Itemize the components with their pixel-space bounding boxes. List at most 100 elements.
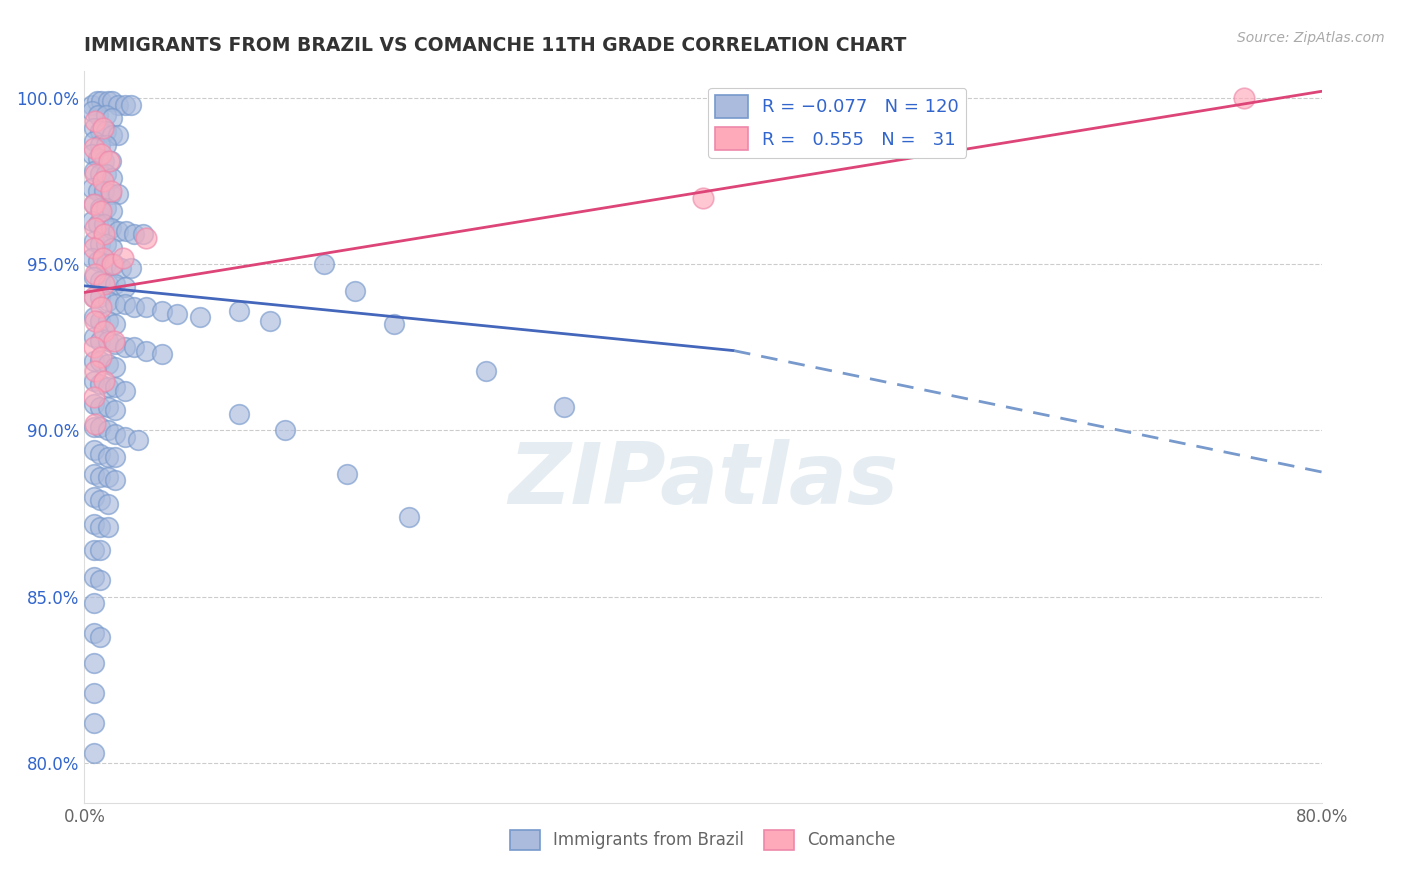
Point bbox=[89, 376, 111, 391]
Point bbox=[114, 430, 136, 444]
Point bbox=[82, 214, 104, 228]
Point bbox=[83, 746, 105, 760]
Point bbox=[114, 280, 136, 294]
Point bbox=[93, 277, 115, 292]
Point bbox=[83, 420, 105, 434]
Point bbox=[101, 111, 124, 125]
Point bbox=[94, 124, 117, 138]
Point bbox=[82, 97, 104, 112]
Point bbox=[83, 164, 105, 178]
Point bbox=[150, 347, 173, 361]
Point bbox=[89, 630, 111, 644]
Point bbox=[135, 230, 157, 244]
Point bbox=[96, 520, 118, 534]
Point bbox=[83, 390, 105, 404]
Point bbox=[93, 324, 115, 338]
Point bbox=[259, 314, 281, 328]
Point bbox=[94, 237, 117, 252]
Text: ZIPatlas: ZIPatlas bbox=[508, 440, 898, 523]
Point bbox=[96, 450, 118, 464]
Point bbox=[83, 596, 105, 610]
Point bbox=[89, 201, 111, 215]
Point bbox=[114, 97, 136, 112]
Point bbox=[90, 301, 112, 315]
Point bbox=[83, 234, 105, 248]
Point bbox=[110, 260, 132, 275]
Point bbox=[83, 467, 105, 481]
Point bbox=[96, 497, 118, 511]
Point bbox=[398, 509, 420, 524]
Point bbox=[101, 257, 124, 271]
Point bbox=[100, 154, 122, 169]
Point bbox=[107, 97, 129, 112]
Point bbox=[104, 450, 127, 464]
Point bbox=[93, 217, 115, 231]
Point bbox=[96, 400, 118, 414]
Point bbox=[475, 363, 498, 377]
Point bbox=[104, 277, 127, 292]
Point bbox=[83, 310, 105, 325]
Point bbox=[83, 197, 105, 211]
Point bbox=[96, 95, 118, 109]
Point bbox=[382, 317, 405, 331]
Point bbox=[82, 180, 104, 194]
Point bbox=[87, 151, 110, 165]
Point bbox=[100, 184, 122, 198]
Point bbox=[104, 360, 127, 375]
Point bbox=[89, 290, 111, 304]
Point bbox=[112, 251, 135, 265]
Point bbox=[83, 197, 105, 211]
Point bbox=[84, 314, 107, 328]
Point bbox=[96, 277, 118, 292]
Point bbox=[83, 134, 105, 148]
Point bbox=[87, 107, 110, 121]
Point bbox=[94, 137, 117, 152]
Point bbox=[90, 95, 112, 109]
Point bbox=[84, 168, 107, 182]
Text: IMMIGRANTS FROM BRAZIL VS COMANCHE 11TH GRADE CORRELATION CHART: IMMIGRANTS FROM BRAZIL VS COMANCHE 11TH … bbox=[84, 36, 907, 54]
Point bbox=[104, 297, 127, 311]
Point bbox=[90, 204, 112, 219]
Point bbox=[83, 626, 105, 640]
Point bbox=[89, 447, 111, 461]
Point bbox=[93, 154, 115, 169]
Point bbox=[228, 407, 250, 421]
Point bbox=[100, 187, 122, 202]
Point bbox=[83, 270, 105, 285]
Point bbox=[83, 570, 105, 584]
Point bbox=[343, 284, 366, 298]
Point bbox=[90, 147, 112, 161]
Legend: Immigrants from Brazil, Comanche: Immigrants from Brazil, Comanche bbox=[503, 823, 903, 856]
Point bbox=[83, 397, 105, 411]
Point bbox=[89, 573, 111, 587]
Y-axis label: 11th Grade: 11th Grade bbox=[0, 390, 6, 484]
Point bbox=[96, 357, 118, 371]
Point bbox=[104, 473, 127, 487]
Point bbox=[83, 490, 105, 504]
Point bbox=[104, 426, 127, 441]
Point bbox=[114, 384, 136, 398]
Point bbox=[127, 434, 149, 448]
Point bbox=[94, 168, 117, 182]
Point bbox=[115, 224, 138, 238]
Point bbox=[94, 201, 117, 215]
Point bbox=[166, 307, 188, 321]
Point bbox=[91, 251, 114, 265]
Point bbox=[94, 257, 117, 271]
Point bbox=[89, 274, 111, 288]
Point bbox=[84, 220, 107, 235]
Point bbox=[91, 174, 114, 188]
Point bbox=[83, 290, 105, 304]
Point bbox=[114, 297, 136, 311]
Point bbox=[107, 128, 129, 142]
Point bbox=[89, 520, 111, 534]
Point bbox=[100, 220, 122, 235]
Point bbox=[101, 170, 124, 185]
Point bbox=[83, 516, 105, 531]
Point bbox=[82, 251, 104, 265]
Point bbox=[96, 470, 118, 484]
Text: Source: ZipAtlas.com: Source: ZipAtlas.com bbox=[1237, 31, 1385, 45]
Point bbox=[93, 227, 115, 242]
Point bbox=[107, 187, 129, 202]
Point bbox=[135, 301, 157, 315]
